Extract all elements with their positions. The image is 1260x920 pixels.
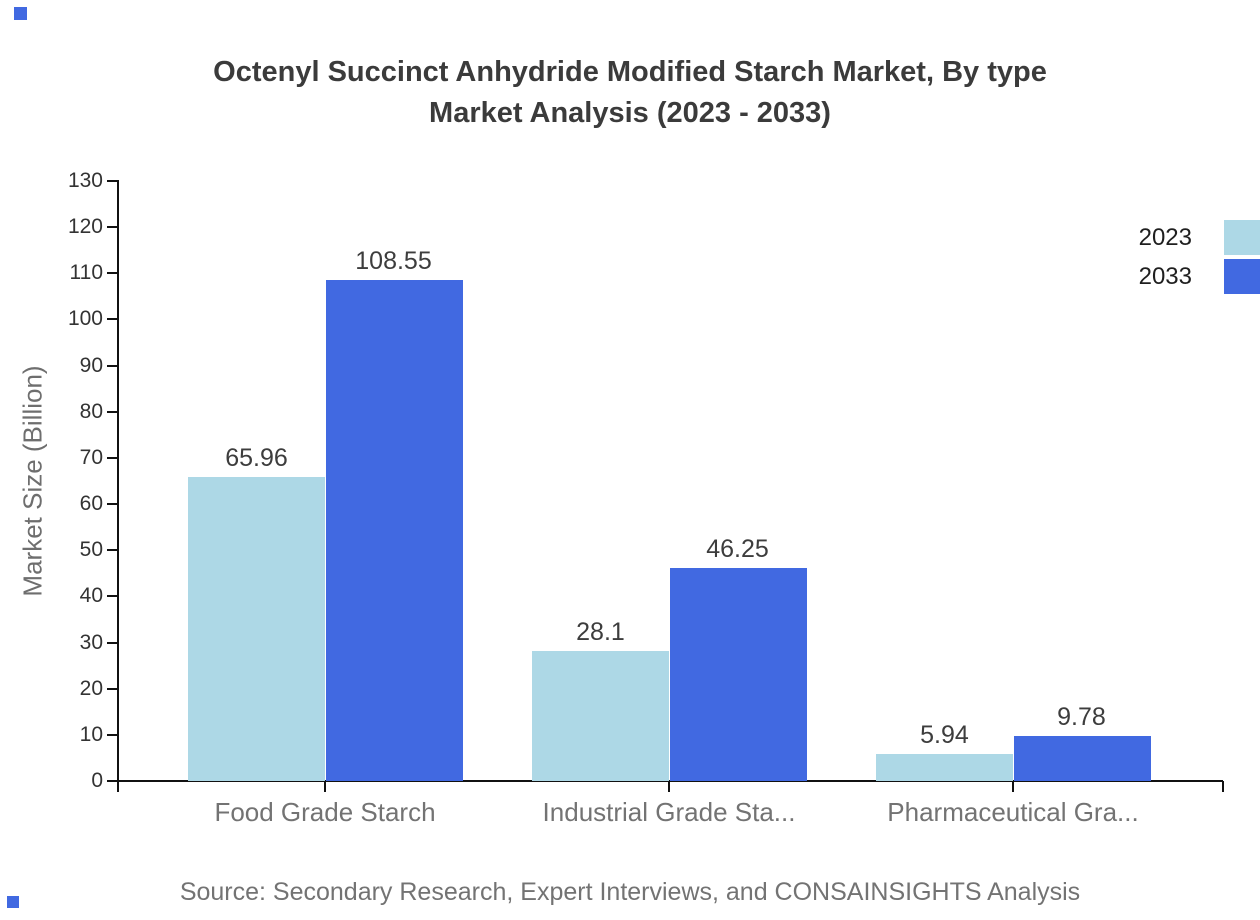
legend-row-2023: 2023 <box>1100 220 1260 255</box>
y-tick-mark <box>107 687 117 690</box>
bar-value-label: 108.55 <box>355 247 432 275</box>
bar-value-label: 46.25 <box>706 534 769 563</box>
legend: 2023 2033 <box>1100 220 1260 298</box>
y-tick-label: 130 <box>67 169 103 192</box>
y-tick-label: 110 <box>69 261 103 285</box>
x-axis-line <box>117 780 1223 782</box>
x-tick-mark <box>668 781 670 792</box>
bar-value-label: 28.1 <box>576 618 625 647</box>
y-tick-label: 10 <box>79 722 103 746</box>
y-tick-mark <box>107 641 117 644</box>
x-axis-label: Industrial Grade Sta... <box>542 797 796 827</box>
legend-swatch <box>1224 220 1260 255</box>
x-axis-end-tick <box>1222 781 1224 792</box>
legend-swatch <box>1224 259 1260 294</box>
y-tick-label: 120 <box>67 215 103 239</box>
corner-marker-top-left <box>14 7 27 20</box>
y-tick-label: 30 <box>79 630 103 654</box>
bar-2033-0 <box>326 280 463 781</box>
legend-label: 2023 <box>1138 223 1192 251</box>
legend-label: 2033 <box>1138 262 1192 290</box>
y-tick-label: 40 <box>79 584 103 608</box>
bar-value-label: 5.94 <box>920 720 969 749</box>
corner-marker-bottom-left <box>7 896 19 908</box>
bar-value-label: 65.96 <box>225 443 288 472</box>
x-axis-label: Food Grade Starch <box>214 797 436 827</box>
source-attribution: Source: Secondary Research, Expert Inter… <box>179 878 1081 906</box>
y-tick-mark <box>107 456 117 459</box>
chart-title-line2: Market Analysis (2023 - 2033) <box>429 97 831 129</box>
chart-title: Octenyl Succinct Anhydride Modified Star… <box>80 52 1180 134</box>
bar-value-label: 9.78 <box>1057 702 1106 731</box>
bar-2023-2 <box>876 753 1013 781</box>
y-tick-label: 80 <box>79 399 103 423</box>
bar-2023-1 <box>532 651 669 781</box>
y-tick-label: 90 <box>79 353 103 377</box>
y-axis-line <box>117 180 119 782</box>
y-tick-mark <box>107 410 117 413</box>
y-tick-label: 0 <box>91 769 103 792</box>
bar-2033-2 <box>1014 735 1151 781</box>
y-tick-mark <box>107 780 117 782</box>
y-tick-mark <box>107 503 117 506</box>
y-tick-mark <box>107 226 117 229</box>
x-tick-mark <box>1012 781 1014 792</box>
y-tick-mark <box>107 595 117 598</box>
bar-2023-0 <box>188 476 325 781</box>
y-tick-label: 50 <box>79 538 103 562</box>
y-tick-mark <box>107 549 117 552</box>
y-tick-mark <box>107 364 117 367</box>
x-axis-label: Pharmaceutical Gra... <box>887 797 1139 827</box>
y-tick-label: 20 <box>79 676 103 700</box>
bar-2033-1 <box>670 567 807 781</box>
chart-title-line1: Octenyl Succinct Anhydride Modified Star… <box>213 56 1047 88</box>
y-tick-label: 60 <box>79 492 103 516</box>
y-tick-mark <box>107 318 117 321</box>
y-tick-label: 100 <box>67 307 103 331</box>
y-tick-mark <box>107 180 117 182</box>
legend-row-2033: 2033 <box>1100 259 1260 294</box>
y-tick-label: 70 <box>79 445 103 469</box>
x-tick-mark <box>324 781 326 792</box>
y-tick-mark <box>107 733 117 736</box>
y-tick-mark <box>107 272 117 275</box>
x-axis-end-tick <box>117 781 119 792</box>
